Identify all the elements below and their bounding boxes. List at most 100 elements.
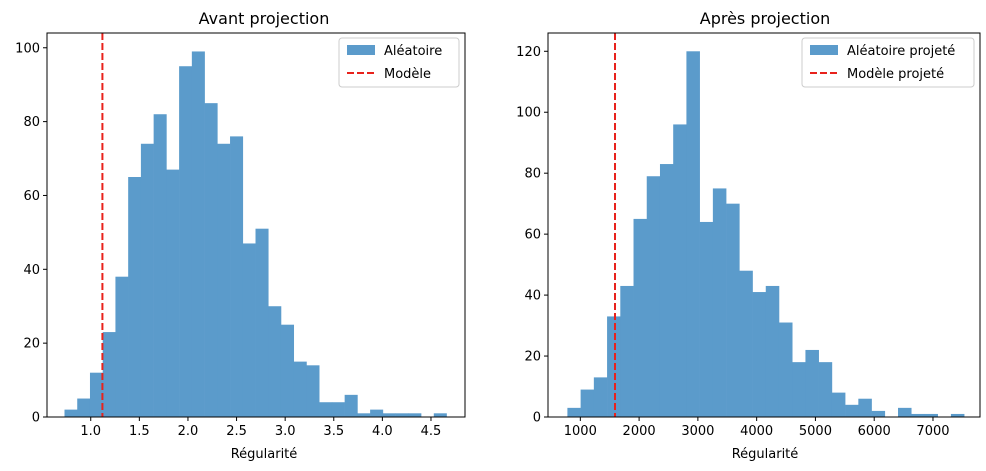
histogram-bar: [620, 285, 634, 417]
y-tick-label: 120: [516, 45, 541, 60]
histogram-bar: [77, 398, 91, 417]
histogram-bar: [871, 410, 886, 417]
histogram-bar: [191, 51, 205, 417]
chart-avant-projection: Avant projection 1.0 1.5 2.0 2.5 3.0 3.5 4.0 4.…: [15, 9, 466, 462]
histogram-bar: [646, 176, 661, 417]
x-tick-label: 4.5: [421, 424, 442, 439]
legend-swatch-histogram: [347, 45, 375, 55]
histogram-bar: [778, 322, 793, 417]
histogram-bar: [433, 413, 447, 417]
plot-frame: [547, 32, 981, 418]
histogram-bar: [382, 413, 396, 417]
histogram-bar: [242, 243, 256, 417]
histogram-bar: [64, 409, 78, 417]
histogram-bars: [64, 51, 447, 418]
chart-title: Après projection: [700, 9, 831, 28]
histogram-bar: [898, 407, 912, 417]
histogram-bar: [140, 143, 154, 417]
histogram-bar: [950, 413, 965, 417]
histogram-bar: [699, 221, 714, 417]
histogram-bar: [408, 413, 422, 417]
histogram-bar: [765, 285, 780, 417]
y-tick-label: 20: [524, 350, 541, 365]
x-tick-label: 4.0: [372, 424, 393, 439]
y-tick-label: 40: [524, 289, 541, 304]
legend: Aléatoire Modèle: [338, 37, 460, 88]
histogram-bar: [395, 413, 409, 417]
y-tick-label: 20: [23, 337, 40, 352]
y-tick-label: 100: [15, 41, 40, 56]
histogram-bar: [845, 404, 859, 417]
x-axis-ticks: 1000 2000 3000 4000 5000 6000 7000: [564, 417, 950, 439]
x-tick-label: 7000: [916, 424, 949, 439]
y-tick-label: 100: [516, 106, 541, 121]
histogram-bar: [179, 66, 193, 417]
histogram-bar: [831, 392, 846, 417]
histogram-bar: [659, 164, 674, 417]
histogram-bar: [153, 114, 167, 417]
legend-label-line: Modèle: [384, 67, 431, 82]
x-tick-label: 5000: [799, 424, 832, 439]
x-axis-label: Régularité: [732, 447, 799, 462]
x-axis-label: Régularité: [231, 447, 298, 462]
x-tick-label: 2.5: [226, 424, 247, 439]
x-tick-label: 3.0: [275, 424, 296, 439]
y-axis-ticks: 0 20 40 60 80 100 120: [516, 45, 548, 426]
histogram-bar: [370, 409, 384, 417]
histogram-bar: [293, 361, 307, 417]
histogram-bar: [255, 228, 269, 417]
chart-title: Avant projection: [199, 9, 330, 28]
histogram-bar: [280, 324, 295, 417]
x-tick-label: 1.5: [129, 424, 150, 439]
histogram-bar: [739, 270, 753, 417]
y-tick-label: 0: [533, 411, 541, 426]
histogram-bar: [633, 218, 648, 417]
legend-label-histogram: Aléatoire projeté: [847, 44, 955, 59]
histogram-bar: [331, 402, 345, 417]
y-tick-label: 0: [32, 411, 40, 426]
histogram-bar: [217, 143, 231, 417]
y-tick-label: 60: [23, 189, 40, 204]
legend-label-histogram: Aléatoire: [384, 44, 442, 59]
x-axis-ticks: 1.0 1.5 2.0 2.5 3.0 3.5 4.0 4.5: [80, 417, 441, 439]
histogram-bar: [911, 413, 925, 417]
x-tick-label: 3000: [681, 424, 714, 439]
y-axis-ticks: 0 20 40 60 80 100: [15, 41, 47, 426]
histogram-bar: [319, 402, 333, 417]
x-tick-label: 1000: [564, 424, 597, 439]
chart-apres-projection: Après projection 1000 2000 3000 4000 5000 600…: [516, 9, 981, 462]
histogram-bar: [230, 136, 244, 417]
histogram-bar: [580, 389, 595, 417]
histogram-bar: [344, 394, 358, 417]
histogram-bar: [752, 292, 767, 417]
plot-frame: [46, 32, 466, 418]
y-tick-label: 80: [23, 115, 40, 130]
histogram-bar: [204, 103, 218, 418]
y-tick-label: 80: [524, 167, 541, 182]
x-tick-label: 4000: [740, 424, 773, 439]
legend-label-line: Modèle projeté: [847, 67, 944, 82]
x-tick-label: 2.0: [178, 424, 199, 439]
x-tick-label: 3.5: [323, 424, 344, 439]
histogram-bar: [924, 413, 938, 417]
histogram-bar: [607, 316, 621, 417]
histogram-bar: [593, 377, 608, 417]
histogram-bar: [858, 398, 872, 417]
histogram-bar: [726, 203, 740, 417]
histogram-bar: [818, 362, 833, 417]
histogram-bar: [567, 407, 581, 417]
x-tick-label: 6000: [858, 424, 891, 439]
legend-swatch-histogram: [810, 45, 838, 55]
histogram-bar: [673, 124, 687, 417]
histogram-bar: [128, 177, 142, 417]
histogram-bar: [268, 306, 282, 417]
histogram-bar: [712, 188, 727, 417]
histogram-bar: [357, 413, 371, 417]
histogram-bar: [115, 276, 129, 417]
x-tick-label: 2000: [623, 424, 656, 439]
histogram-bar: [792, 362, 806, 417]
y-tick-label: 40: [23, 263, 40, 278]
x-tick-label: 1.0: [80, 424, 101, 439]
histogram-bar: [89, 372, 104, 417]
